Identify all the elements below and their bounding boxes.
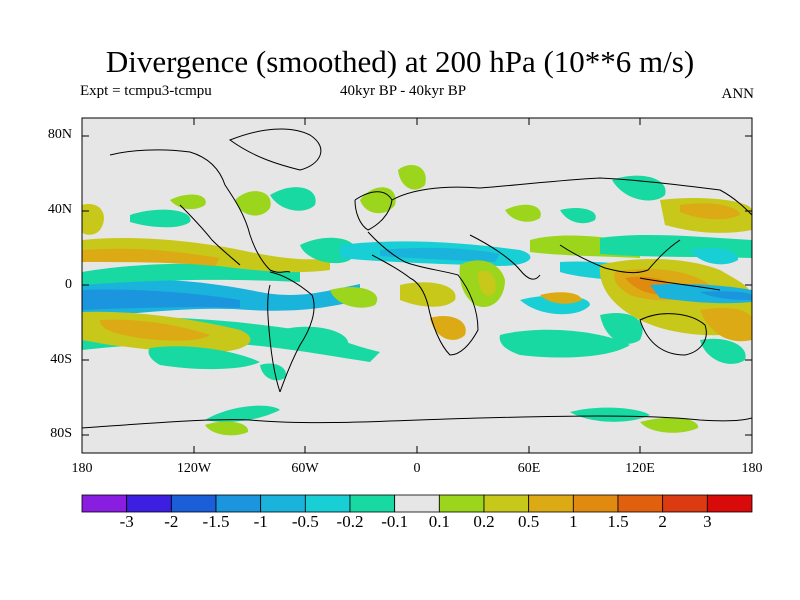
- colorbar-label: -0.1: [381, 512, 409, 531]
- lon-label-60e: 60E: [517, 461, 541, 476]
- season-label: ANN: [721, 86, 755, 102]
- colorbar-swatch: [662, 494, 708, 513]
- colorbar-swatch: [706, 494, 753, 513]
- colorbar-label: -1: [253, 512, 268, 531]
- colorbar-swatch: [126, 494, 172, 513]
- colorbar-label: 3: [703, 512, 712, 531]
- lon-label-180e: 180: [741, 461, 763, 476]
- lat-label-40s: 40S: [50, 352, 72, 367]
- lat-label-40n: 40N: [47, 202, 72, 217]
- colorbar-label: -0.5: [291, 512, 319, 531]
- lon-label-120e: 120E: [625, 461, 655, 476]
- lon-label-120w: 120W: [176, 461, 212, 476]
- period-label: 40kyr BP - 40kyr BP: [340, 83, 467, 99]
- map-title: Divergence (smoothed) at 200 hPa (10**6 …: [105, 44, 695, 79]
- lat-label-80n: 80N: [47, 127, 72, 142]
- colorbar: [81, 494, 753, 513]
- colorbar-label: 1: [569, 512, 578, 531]
- colorbar-swatch: [617, 494, 664, 513]
- lon-label-0: 0: [413, 461, 421, 476]
- experiment-label: Expt = tcmpu3-tcmpu: [80, 83, 212, 99]
- colorbar-swatch: [528, 494, 574, 513]
- colorbar-swatch: [572, 494, 619, 513]
- colorbar-label: 0.5: [518, 512, 540, 531]
- colorbar-swatch: [215, 494, 262, 513]
- colorbar-label: -1.5: [202, 512, 230, 531]
- colorbar-swatch: [304, 494, 351, 513]
- colorbar-label: 0.2: [473, 512, 495, 531]
- colorbar-swatch: [438, 494, 485, 513]
- colorbar-swatch: [81, 494, 128, 513]
- lat-label-80s: 80S: [50, 426, 72, 441]
- lon-label-180w: 180: [71, 461, 93, 476]
- colorbar-label: 2: [658, 512, 667, 531]
- colorbar-swatch: [170, 494, 217, 513]
- lon-label-60w: 60W: [291, 461, 319, 476]
- colorbar-swatch: [260, 494, 306, 513]
- map-field: [82, 118, 752, 453]
- colorbar-swatch: [394, 494, 440, 513]
- colorbar-swatch: [483, 494, 530, 513]
- axis-ticks: [81, 118, 753, 453]
- lat-label-0: 0: [65, 277, 72, 292]
- colorbar-label: -2: [164, 512, 179, 531]
- colorbar-swatch: [349, 494, 396, 513]
- colorbar-label: -0.2: [336, 512, 364, 531]
- colorbar-label: 1.5: [607, 512, 629, 531]
- colorbar-label: 0.1: [428, 512, 450, 531]
- colorbar-label: -3: [119, 512, 134, 531]
